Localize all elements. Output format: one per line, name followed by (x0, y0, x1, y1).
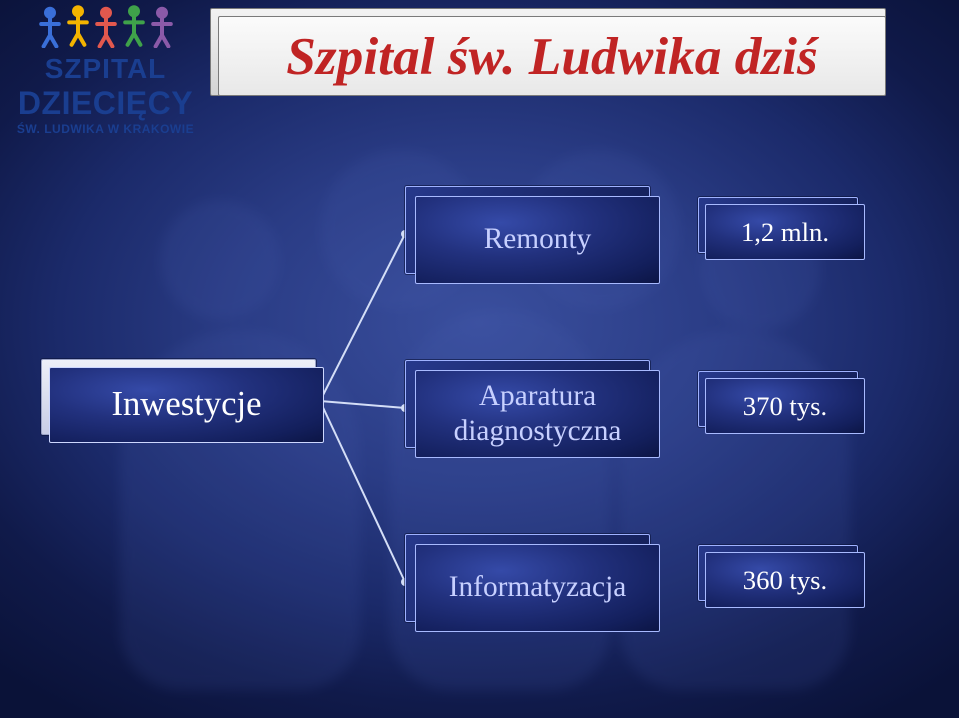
source-label: Inwestycje (107, 382, 265, 428)
logo-line1: SZPITAL (8, 53, 203, 85)
item-value: 370 tys. (739, 388, 831, 424)
value-box: 1,2 mln. (698, 197, 865, 260)
slide-title-box: Szpital św. Ludwika dziś (210, 8, 890, 100)
item-label: Informatyzacja (445, 568, 631, 607)
item-value: 1,2 mln. (737, 214, 833, 250)
item-value: 360 tys. (739, 562, 831, 598)
logo-line3: ŚW. LUDWIKA W KRAKOWIE (8, 122, 203, 136)
item-box: Remonty (405, 186, 660, 284)
hospital-logo: SZPITAL DZIECIĘCY ŚW. LUDWIKA W KRAKOWIE (8, 0, 203, 136)
logo-line2: DZIECIĘCY (8, 85, 203, 122)
item-label: Aparatura diagnostyczna (450, 377, 626, 451)
value-box: 360 tys. (698, 545, 865, 608)
slide-title: Szpital św. Ludwika dziś (286, 25, 817, 87)
kids-icon (26, 0, 186, 48)
slide-stage: SZPITAL DZIECIĘCY ŚW. LUDWIKA W KRAKOWIE… (0, 0, 959, 718)
value-box: 370 tys. (698, 371, 865, 434)
item-box: Informatyzacja (405, 534, 660, 632)
source-box: Inwestycje (41, 359, 324, 443)
item-label: Remonty (480, 220, 596, 259)
item-box: Aparatura diagnostyczna (405, 360, 660, 458)
